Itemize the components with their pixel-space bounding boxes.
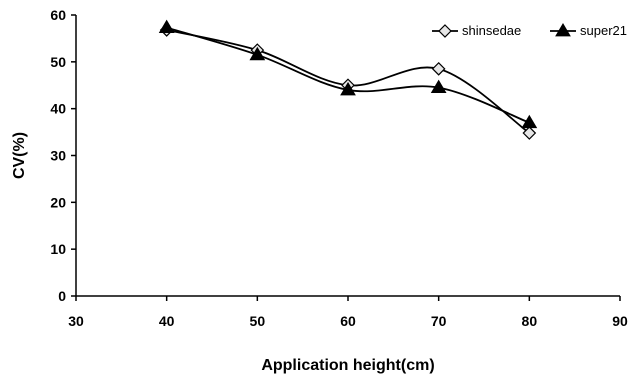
x-tick-label: 90 <box>612 313 628 329</box>
legend: shinsedae super21 <box>432 23 627 38</box>
data-point-shinsedae <box>431 62 446 76</box>
series-super21 <box>158 19 538 129</box>
x-tick-label: 30 <box>68 313 84 329</box>
y-tick-label: 20 <box>50 194 66 210</box>
x-ticks: 30 40 50 60 70 80 90 <box>68 296 628 329</box>
legend-label: shinsedae <box>462 23 521 38</box>
legend-item-shinsedae: shinsedae <box>432 23 521 38</box>
data-point-super21 <box>430 79 447 93</box>
x-tick-label: 80 <box>522 313 538 329</box>
series-layer <box>158 19 538 140</box>
y-axis-title: CV(%) <box>11 132 28 179</box>
legend-item-super21: super21 <box>550 23 627 38</box>
y-ticks: 0 10 20 30 40 50 60 <box>50 7 76 304</box>
y-tick-label: 60 <box>50 7 66 23</box>
x-tick-label: 50 <box>250 313 266 329</box>
x-tick-label: 40 <box>159 313 175 329</box>
y-tick-label: 50 <box>50 54 66 70</box>
y-tick-label: 40 <box>50 101 66 117</box>
data-point-shinsedae <box>522 126 537 140</box>
x-tick-label: 60 <box>340 313 356 329</box>
y-tick-label: 10 <box>50 241 66 257</box>
data-point-super21 <box>158 19 175 34</box>
data-point-super21 <box>521 114 538 129</box>
axes <box>75 15 620 297</box>
y-tick-label: 30 <box>50 148 66 164</box>
data-point-super21 <box>249 46 266 61</box>
x-tick-label: 70 <box>431 313 447 329</box>
legend-marker-super21 <box>555 23 571 37</box>
legend-marker-shinsedae <box>438 24 452 38</box>
x-axis-title: Application height(cm) <box>261 357 434 374</box>
y-tick-label: 0 <box>58 288 66 304</box>
data-point-super21 <box>340 81 356 96</box>
legend-label: super21 <box>580 23 627 38</box>
